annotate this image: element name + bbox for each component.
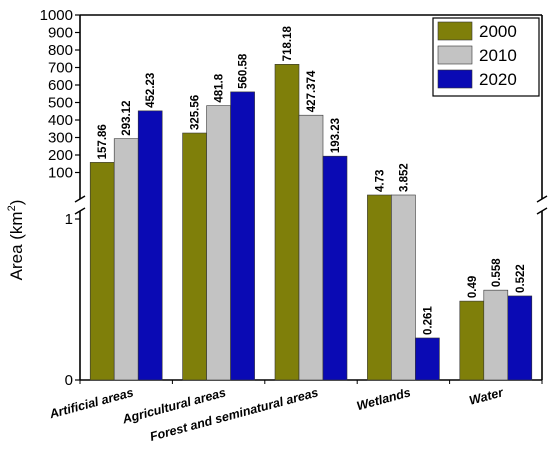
y-tick-label: 1 (65, 211, 73, 228)
bar-value-label: 4.73 (374, 170, 386, 192)
y-tick-label: 300 (48, 130, 73, 147)
x-category-label: Forest and seminatural areas (148, 385, 319, 443)
bar (230, 91, 255, 381)
bar-value-label: 193.23 (330, 118, 342, 153)
bar-value-label: 3.852 (398, 163, 410, 192)
y-tick-label: 500 (48, 95, 73, 112)
axis-break-right-bottom (536, 207, 548, 215)
y-tick-label: 1000 (40, 7, 73, 24)
axis-break-left-bottom (74, 207, 86, 215)
bar (459, 300, 485, 381)
bar-value-label: 325.56 (190, 95, 202, 130)
bar (367, 194, 392, 381)
bar (274, 64, 300, 381)
bar (322, 155, 348, 381)
y-tick-label: 700 (48, 60, 73, 77)
y-axis-label: Area (km2) (6, 200, 26, 281)
legend-swatch (437, 69, 473, 89)
bar-value-label: 718.18 (282, 26, 294, 62)
y-tick-label: 400 (48, 112, 73, 129)
bar-value-label: 560.58 (238, 53, 250, 89)
bar-value-label: 0.49 (467, 276, 479, 298)
bar (206, 105, 231, 381)
bar (483, 289, 509, 381)
y-tick-label: 800 (48, 42, 73, 59)
bar-value-label: 0.522 (515, 264, 527, 293)
bar-value-label: 157.86 (97, 124, 109, 159)
x-category-label: Wetlands (355, 385, 412, 413)
legend-label: 2010 (479, 46, 517, 65)
y-tick-label: 200 (48, 147, 73, 164)
bar (298, 114, 324, 381)
bar-value-label: 0.261 (422, 306, 434, 335)
y-tick-label: 100 (48, 165, 73, 182)
axis-break-right-top (536, 195, 548, 203)
x-category-label: Water (468, 385, 506, 408)
bar (391, 194, 416, 381)
y-tick-label: 0 (65, 372, 73, 389)
bar-value-label: 427.374 (306, 70, 318, 112)
legend-label: 2000 (479, 22, 517, 41)
bar (182, 132, 207, 381)
bar (415, 337, 440, 381)
legend-label: 2020 (479, 70, 517, 89)
bar (507, 295, 533, 381)
bar (137, 110, 163, 381)
bar-value-label: 481.8 (214, 73, 226, 102)
y-tick-label: 600 (48, 77, 73, 94)
bar (113, 138, 139, 381)
legend-swatch (437, 21, 473, 41)
bar-value-label: 0.558 (491, 258, 503, 287)
axis-break-left-top (74, 195, 86, 203)
legend-swatch (437, 45, 473, 65)
y-tick-label: 900 (48, 25, 73, 42)
bar-value-label: 452.23 (145, 73, 157, 108)
bar-value-label: 293.12 (121, 101, 133, 136)
bar (89, 162, 115, 381)
